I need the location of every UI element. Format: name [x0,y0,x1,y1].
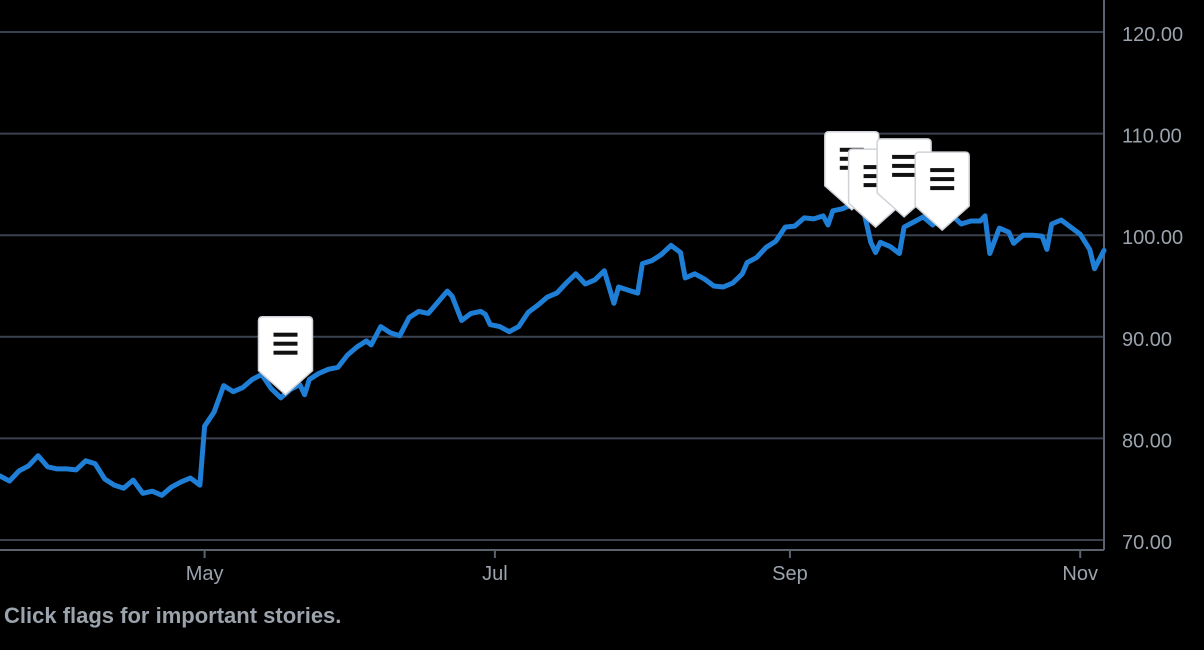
x-tick-label: Nov [1062,563,1098,585]
story-icon [863,165,888,188]
story-icon [273,332,298,355]
story-icon-bar [892,163,917,168]
x-tick-label: Jul [482,563,508,585]
y-axis-ticks: 70.00 80.00 90.00 100.00 110.00 120.00 [1122,24,1183,554]
x-axis-ticks: May Jul Sep Nov [186,550,1098,585]
story-icon-bar [273,350,298,355]
flags-layer[interactable] [257,131,970,396]
grid-lines [0,0,1105,551]
flags-footnote: Click flags for important stories. [4,603,342,628]
y-tick-label: 110.00 [1122,126,1182,148]
story-icon-bar [863,174,888,179]
story-icon [930,168,955,191]
x-tick-label: May [186,563,224,585]
story-icon-bar [863,165,888,170]
story-icon-bar [930,168,955,173]
stock-price-chart: 70.00 80.00 90.00 100.00 110.00 120.00 May Jul… [0,0,1183,585]
story-flag[interactable] [914,151,970,232]
y-tick-label: 100.00 [1122,227,1183,249]
flag-body[interactable] [257,315,314,396]
y-tick-label: 90.00 [1122,329,1172,351]
story-icon-bar [863,183,888,188]
x-tick-label: Sep [772,563,808,585]
y-tick-label: 70.00 [1122,532,1172,554]
y-tick-label: 80.00 [1122,430,1172,452]
y-tick-label: 120.00 [1122,24,1183,46]
story-icon-bar [930,177,955,182]
price-line [0,198,1107,498]
story-flag[interactable] [257,315,314,396]
story-icon-bar [273,332,298,337]
flag-body[interactable] [914,151,970,232]
story-icon-bar [892,172,917,177]
story-icon-bar [892,154,917,159]
series-layer [0,198,1107,498]
story-icon-bar [930,186,955,191]
story-icon [892,154,917,177]
story-icon-bar [273,341,298,346]
